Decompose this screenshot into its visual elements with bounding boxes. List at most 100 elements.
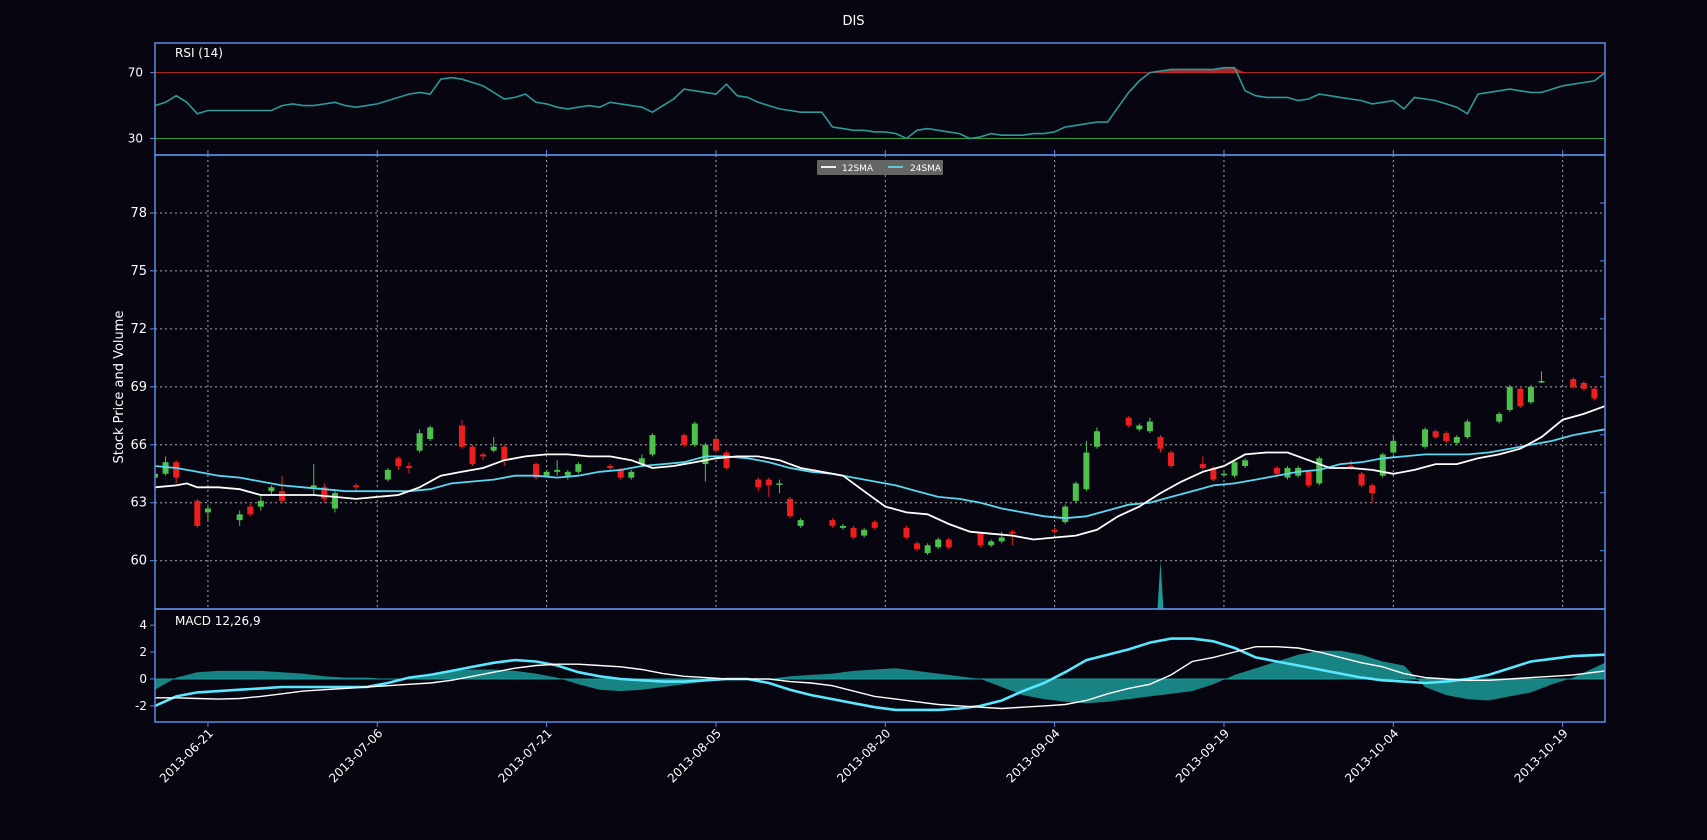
candle-body: [1168, 452, 1175, 467]
x-tick-label: 2013-09-04: [1004, 726, 1063, 785]
candle-body: [839, 525, 846, 528]
x-tick-label: 2013-06-21: [157, 726, 216, 785]
candle-body: [204, 508, 211, 513]
candle: [1009, 529, 1016, 546]
candle-body: [945, 539, 952, 548]
candle-body: [501, 446, 508, 461]
legend-label-24sma: 24SMA: [910, 164, 942, 174]
candle-body: [1284, 467, 1291, 478]
candle: [533, 462, 540, 480]
candle: [554, 460, 561, 476]
candle: [924, 543, 931, 555]
candle-body: [607, 466, 614, 468]
candle: [310, 464, 317, 496]
candle: [839, 523, 846, 530]
candle-body: [628, 471, 635, 478]
candle: [628, 469, 635, 480]
candle: [564, 469, 571, 480]
price-plot: [155, 155, 1605, 609]
candle-body: [1220, 473, 1227, 476]
candle: [331, 489, 338, 513]
candle-body: [1358, 473, 1365, 486]
candle-body: [331, 493, 338, 509]
candle-body: [1146, 421, 1153, 432]
signal-line: [155, 637, 1605, 712]
candle-body: [617, 469, 624, 478]
rsi-overbought-fill: [155, 67, 1605, 73]
candle-body: [1136, 425, 1143, 430]
candle: [416, 429, 423, 453]
candle: [490, 437, 497, 453]
x-tick-label: 2013-08-20: [834, 726, 893, 785]
candle-body: [395, 458, 402, 467]
candle: [1083, 440, 1090, 492]
x-tick-label: 2013-08-05: [665, 726, 724, 785]
candle-body: [1072, 483, 1079, 501]
price-frame: [154, 154, 1606, 610]
macd-tick-label: 4: [139, 618, 147, 632]
candle-body: [554, 469, 561, 472]
candle: [247, 502, 254, 517]
candle: [988, 539, 995, 548]
candle-body: [490, 446, 497, 451]
x-tick-label: 2013-07-06: [326, 726, 385, 785]
candle: [1422, 427, 1429, 449]
candle: [850, 525, 857, 540]
candle-body: [427, 427, 434, 439]
candle-body: [1538, 381, 1545, 383]
candle: [194, 498, 201, 528]
candle: [914, 541, 921, 552]
candle: [1390, 435, 1397, 455]
candle: [1051, 527, 1058, 534]
candle: [321, 483, 328, 503]
price-tick-label: 60: [130, 554, 147, 569]
candle: [257, 495, 264, 511]
candle-body: [564, 471, 571, 476]
candle-body: [1453, 437, 1460, 443]
candle-body: [458, 425, 465, 447]
candle-body: [1083, 452, 1090, 490]
candle: [1379, 452, 1386, 478]
candle-body: [765, 479, 772, 486]
candle: [1168, 450, 1175, 468]
candle: [1146, 417, 1153, 434]
candle-body: [155, 473, 158, 478]
candle-body: [755, 479, 762, 488]
candle-body: [236, 514, 243, 521]
candle: [162, 456, 169, 476]
candle: [1136, 423, 1143, 432]
candle-body: [1347, 466, 1354, 468]
candle-body: [257, 500, 264, 507]
candle-body: [268, 487, 275, 492]
candle: [155, 464, 158, 480]
candle: [1157, 435, 1164, 453]
candle: [1220, 471, 1227, 476]
candle-body: [1527, 386, 1534, 403]
candle: [1464, 419, 1471, 439]
candle: [691, 421, 698, 447]
chart-title: DIS: [842, 14, 865, 29]
x-tick-label: 2013-10-04: [1342, 726, 1401, 785]
candle: [1305, 469, 1312, 488]
candle-body: [1305, 471, 1312, 486]
candle-body: [649, 435, 656, 455]
candle-body: [829, 520, 836, 526]
legend-label-12sma: 12SMA: [842, 164, 874, 174]
price-tick-label: 63: [130, 496, 147, 511]
candle: [1062, 504, 1069, 524]
candle-body: [480, 454, 487, 457]
candle: [1072, 481, 1079, 503]
candle-body: [988, 541, 995, 546]
candle-body: [1210, 467, 1217, 480]
candle-body: [1157, 437, 1164, 449]
macd-line: [155, 646, 1605, 710]
candle-body: [1464, 421, 1471, 438]
macd-tick-label: 0: [139, 672, 147, 686]
candle: [797, 518, 804, 528]
price-tick-label: 66: [130, 438, 147, 453]
candle-body: [723, 452, 730, 468]
candle: [1093, 427, 1100, 449]
macd-tick-label: 2: [139, 645, 147, 659]
candle: [712, 437, 719, 453]
